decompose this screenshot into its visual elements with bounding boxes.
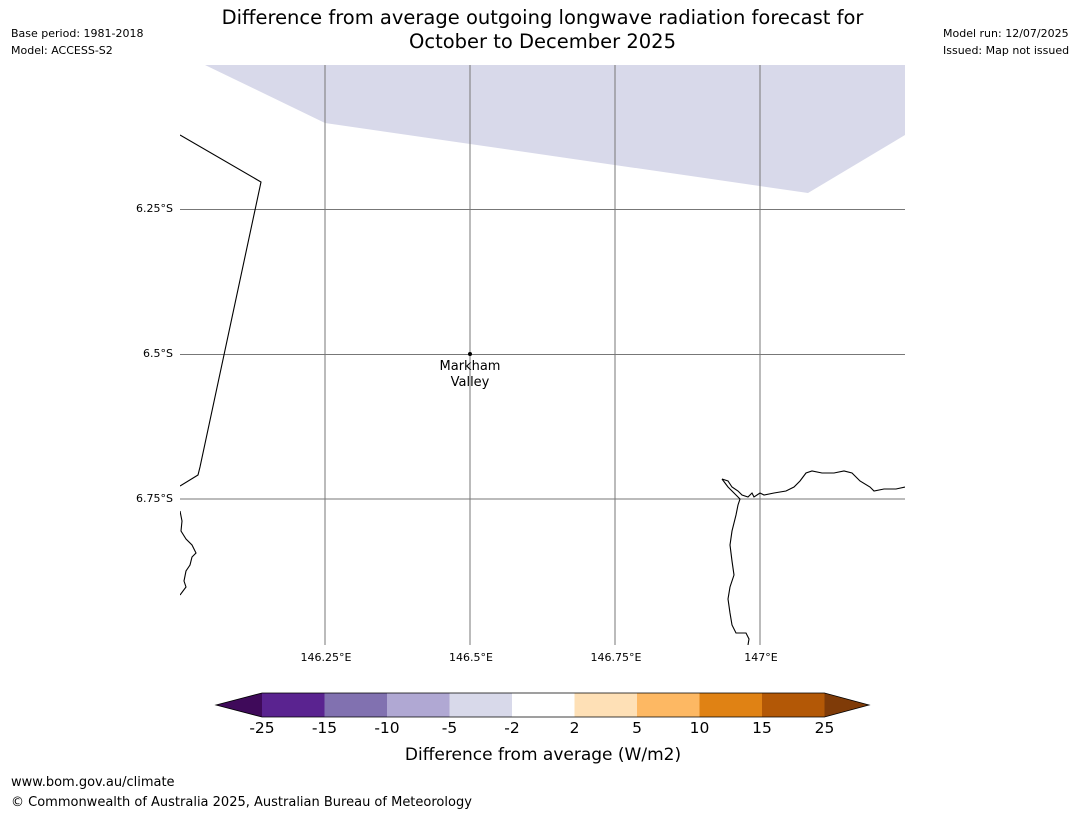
place-label-line-2: Valley bbox=[450, 375, 490, 390]
lon-label-146-25: 146.25°E bbox=[300, 651, 352, 664]
place-label-line-1: Markham bbox=[439, 359, 501, 374]
model-run-text: Model run: 12/07/2025 bbox=[943, 27, 1069, 40]
map-area[interactable] bbox=[180, 65, 905, 645]
colorbar-swatch-7 bbox=[637, 693, 700, 717]
colorbar-label: Difference from average (W/m2) bbox=[404, 745, 682, 765]
colorbar-swatch-0 bbox=[216, 693, 262, 717]
colorbar-swatch-6 bbox=[574, 693, 637, 717]
colorbar-tick: -15 bbox=[311, 719, 338, 737]
boundaries bbox=[180, 134, 905, 645]
map-canvas bbox=[180, 65, 905, 645]
anomaly-region bbox=[205, 65, 905, 193]
colorbar-swatch-9 bbox=[762, 693, 825, 717]
boundary-line-west bbox=[180, 134, 262, 487]
colorbar-swatch-2 bbox=[324, 693, 387, 717]
graticule bbox=[180, 65, 905, 645]
colorbar-swatch-5 bbox=[512, 693, 575, 717]
colorbar-tick: 2 bbox=[569, 719, 580, 737]
base-period-text: Base period: 1981-2018 bbox=[11, 27, 144, 40]
footer-copyright: © Commonwealth of Australia 2025, Austra… bbox=[11, 795, 472, 810]
lon-label-147: 147°E bbox=[744, 651, 778, 664]
colorbar-tick: 10 bbox=[689, 719, 710, 737]
footer-url[interactable]: www.bom.gov.au/climate bbox=[11, 775, 175, 790]
colorbar-tick: 5 bbox=[632, 719, 642, 737]
colorbar-swatch-1 bbox=[262, 693, 325, 717]
colorbar-tick: -10 bbox=[374, 719, 400, 737]
colorbar-swatch-3 bbox=[387, 693, 450, 717]
issued-text: Issued: Map not issued bbox=[943, 44, 1070, 57]
lat-label-6-5: 6.5°S bbox=[143, 347, 173, 360]
colorbar-tick: -2 bbox=[504, 719, 520, 737]
colorbar-tick: -25 bbox=[249, 719, 275, 737]
coastline-north-east bbox=[721, 470, 905, 498]
colorbar-tick: 15 bbox=[752, 719, 772, 737]
colorbar-tick: 25 bbox=[814, 719, 835, 737]
header-meta-right: Model run: 12/07/2025 Issued: Map not is… bbox=[943, 25, 1069, 59]
coastline-east bbox=[721, 478, 750, 645]
lon-label-146-5: 146.5°E bbox=[449, 651, 493, 664]
colorbar bbox=[214, 692, 871, 718]
colorbar-tick: -5 bbox=[441, 719, 458, 737]
colorbar-outline bbox=[214, 692, 871, 718]
lon-label-146-75: 146.75°E bbox=[590, 651, 642, 664]
title-line-1: Difference from average outgoing longwav… bbox=[221, 6, 864, 29]
map-title: Difference from average outgoing longwav… bbox=[180, 6, 905, 54]
colorbar-swatch-8 bbox=[699, 693, 762, 717]
header-meta-left: Base period: 1981-2018 Model: ACCESS-S2 bbox=[11, 25, 143, 59]
lat-label-6-75: 6.75°S bbox=[136, 492, 173, 505]
colorbar-swatch-10 bbox=[824, 693, 869, 717]
title-line-2: October to December 2025 bbox=[409, 30, 676, 53]
colorbar-swatch-4 bbox=[449, 693, 512, 717]
place-marker bbox=[468, 352, 472, 356]
model-text: Model: ACCESS-S2 bbox=[11, 44, 113, 57]
coastline-west bbox=[180, 510, 197, 596]
place-label: Markham Valley bbox=[420, 359, 520, 391]
lat-label-6-25: 6.25°S bbox=[136, 202, 173, 215]
